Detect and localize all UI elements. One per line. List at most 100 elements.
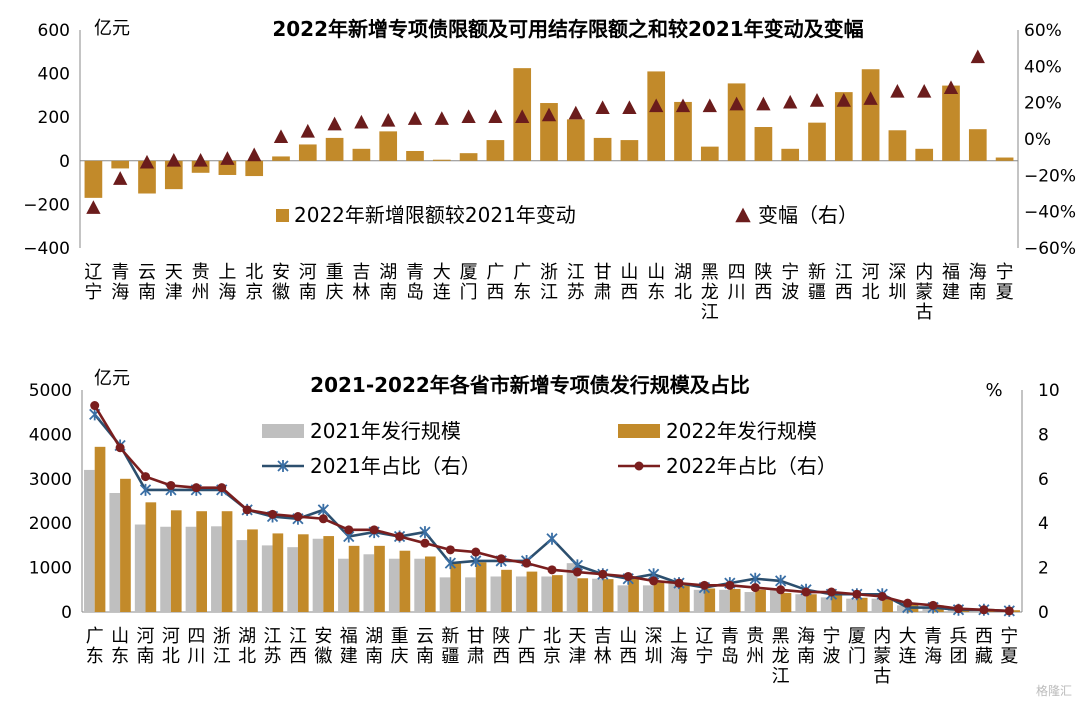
- chart2-point-2022-share: [953, 604, 963, 614]
- chart2-bar-2021: [795, 594, 807, 612]
- chart2-bar-2022: [170, 510, 182, 612]
- chart2-point-2021-share: [775, 574, 787, 587]
- chart1-change-marker: [193, 153, 208, 167]
- chart2-bar-2022: [424, 556, 436, 612]
- chart1-y-tick: 200: [38, 108, 70, 128]
- chart2-point-2022-share: [623, 571, 633, 581]
- chart2-point-2022-share: [496, 554, 506, 564]
- chart1-x-tick: 福: [942, 262, 960, 283]
- chart2-bar-2021: [287, 547, 298, 612]
- chart2-bar-2022: [628, 578, 639, 612]
- chart1-change-marker: [943, 80, 959, 94]
- chart2-x-tick: 江: [213, 646, 231, 667]
- chart1-x-tick: 南: [969, 282, 987, 303]
- chart2-point-2022-share: [471, 547, 481, 557]
- chart2-point-2022-share: [141, 472, 151, 482]
- chart2-point-2022-share: [572, 567, 582, 577]
- chart2-x-tick: 苏: [264, 646, 282, 667]
- chart1-change-marker: [166, 153, 181, 167]
- chart2-bar-2021: [693, 589, 705, 612]
- chart2-bar-2021: [922, 606, 934, 612]
- chart2-bar-2022: [806, 594, 817, 612]
- chart1-x-tick: 徽: [272, 282, 290, 303]
- chart1-change-marker: [139, 154, 155, 169]
- chart1-y-tick: 600: [38, 21, 70, 41]
- chart1-x-tick: 广: [513, 262, 531, 283]
- chart2-bar-2022: [475, 562, 487, 612]
- chart1-x-tick: 宁: [996, 262, 1014, 283]
- chart1-bar: [968, 129, 987, 161]
- chart2-point-2022-share: [293, 512, 303, 522]
- chart2-x-tick: 广: [518, 626, 536, 647]
- chart1-bar: [379, 131, 398, 161]
- chart1-x-tick: 内: [915, 262, 933, 283]
- chart2-x-tick: 江: [289, 626, 307, 647]
- chart1-change-marker: [354, 114, 369, 129]
- chart2-point-2022-share: [903, 598, 913, 608]
- chart1-legend-label: 变幅（右）: [758, 203, 858, 227]
- chart1-x-tick: 西: [620, 282, 638, 303]
- chart1-bar: [942, 85, 960, 161]
- chart1-y2-tick: −40%: [1024, 203, 1076, 223]
- chart1-x-tick: 南: [138, 282, 156, 303]
- chart2-point-2021-share: [317, 503, 329, 516]
- chart1-x-tick: 江: [567, 262, 585, 283]
- chart2-bar-2022: [577, 578, 589, 612]
- chart2-point-2022-share: [268, 509, 278, 519]
- chart2-bar-2021: [541, 576, 552, 612]
- chart2-bar-2021: [84, 469, 95, 612]
- chart1-x-tick: 宁: [84, 282, 102, 303]
- chart2-point-2022-share: [420, 538, 430, 548]
- chart1-bar: [808, 122, 826, 161]
- chart1-change-marker: [461, 109, 476, 124]
- chart2-x-tick: 云: [416, 626, 434, 647]
- chart2-bar-2021: [744, 592, 756, 612]
- chart1-x-tick: 湖: [379, 262, 397, 283]
- chart1-y2-tick: 40%: [1024, 57, 1062, 77]
- chart1-x-tick: 州: [192, 282, 210, 303]
- chart2-x-tick: 北: [162, 646, 180, 667]
- chart2-point-2022-share: [725, 580, 735, 590]
- chart2-x-tick: 岛: [721, 646, 739, 667]
- chart2-x-tick: 甘: [467, 626, 485, 647]
- chart2-bar-2021: [363, 554, 375, 612]
- chart1-x-tick: 海: [218, 282, 236, 303]
- chart2-x-tick: 河: [137, 626, 155, 647]
- chart2-x-tick: 安: [314, 626, 332, 647]
- chart1-bar: [700, 146, 719, 161]
- chart2-y2-tick: 0: [1038, 603, 1049, 623]
- chart2-x-tick: 京: [543, 646, 561, 667]
- chart1-x-tick: 东: [513, 282, 531, 303]
- chart2-bar-2021: [185, 526, 197, 612]
- chart2-bar-2021: [897, 605, 908, 612]
- chart2-point-2021-share: [419, 526, 431, 539]
- chart2-x-tick: 西: [619, 646, 637, 667]
- chart1-bar: [834, 92, 853, 161]
- chart1-bar: [406, 150, 424, 161]
- chart2-bar-2021: [109, 493, 121, 612]
- chart1-x-tick: 江: [835, 262, 853, 283]
- chart2-x-tick: 东: [86, 646, 104, 667]
- chart2-bar-2022: [196, 511, 207, 612]
- chart2-bar-2021: [414, 558, 425, 612]
- chart2-legend-swatch-2022-bar: [618, 424, 660, 438]
- chart2-point-2022-share: [826, 587, 836, 597]
- chart2-bar-2021: [592, 578, 603, 612]
- chart2-x-tick: 南: [365, 646, 383, 667]
- chart2-y-tick: 5000: [29, 381, 72, 401]
- chart2-x-tick: 津: [568, 646, 586, 667]
- chart1-x-tick: 吉: [352, 262, 370, 283]
- chart2-y-tick: 2000: [29, 514, 72, 534]
- chart2-x-tick: 肃: [467, 646, 485, 667]
- chart2-x-tick: 厦: [848, 626, 866, 647]
- chart2-x-tick: 宁: [695, 646, 713, 667]
- chart1-y2-tick: 20%: [1024, 94, 1062, 114]
- chart2-bar-2022: [374, 545, 385, 612]
- chart2-x-tick: 山: [619, 626, 637, 647]
- chart2-x-tick: 连: [899, 646, 917, 667]
- chart1-x-tick: 西: [486, 282, 504, 303]
- chart2-title: 2021-2022年各省市新增专项债发行规模及占比: [310, 373, 750, 397]
- chart1-bar: [459, 153, 478, 161]
- chart2-x-tick: 上: [670, 626, 688, 647]
- chart2-point-2022-share: [877, 591, 887, 601]
